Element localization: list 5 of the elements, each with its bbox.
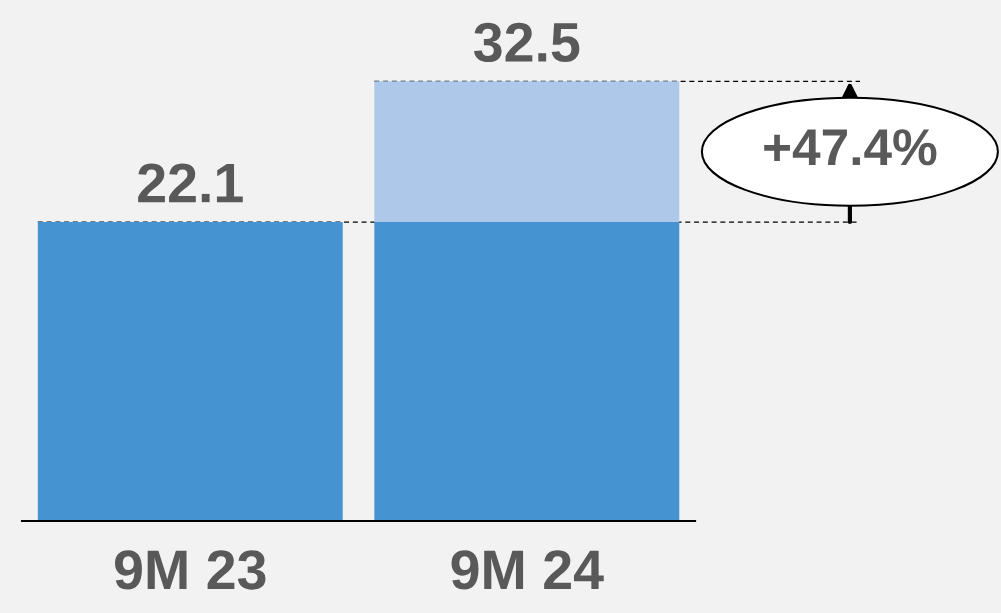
x-tick-label: 9M 23 bbox=[115, 550, 266, 590]
annotation: 22.1 bbox=[138, 163, 243, 203]
annotation: +47.4% bbox=[764, 129, 937, 166]
annotation: 32.5 bbox=[474, 22, 580, 63]
x-tick-label: 9M 24 bbox=[451, 550, 604, 590]
